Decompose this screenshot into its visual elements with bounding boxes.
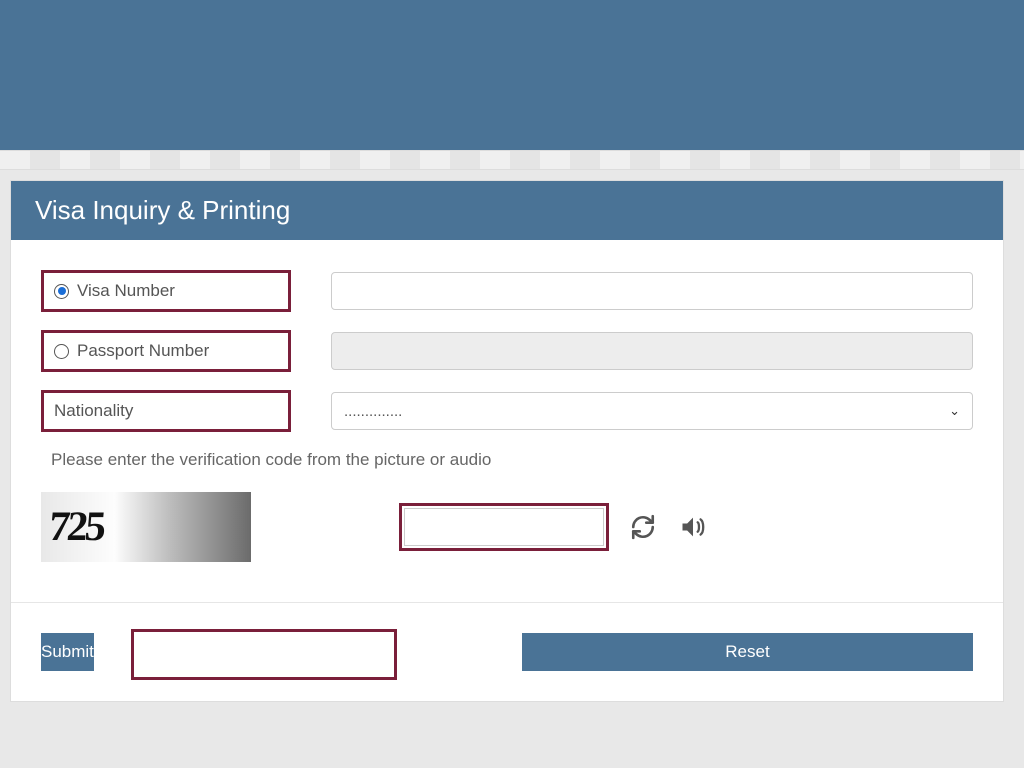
card-body: Visa Number Passport Number Nationality	[11, 240, 1003, 701]
row-passport-number: Passport Number	[41, 330, 973, 372]
refresh-icon	[630, 514, 656, 540]
visa-number-label: Visa Number	[77, 281, 175, 301]
chevron-down-icon: ⌄	[949, 403, 960, 419]
row-visa-number: Visa Number	[41, 270, 973, 312]
nationality-label: Nationality	[54, 401, 133, 421]
visa-number-input[interactable]	[331, 272, 973, 310]
reset-button[interactable]: Reset	[522, 633, 973, 671]
page-wrap: Visa Inquiry & Printing Visa Number Pass…	[0, 170, 1024, 702]
radio-passport-number[interactable]	[54, 344, 69, 359]
radio-visa-number[interactable]	[54, 284, 69, 299]
captcha-input[interactable]	[404, 508, 604, 546]
speaker-icon	[679, 513, 707, 541]
submit-button[interactable]: Submit	[41, 633, 94, 671]
passport-number-field-col	[331, 332, 973, 370]
top-banner	[0, 0, 1024, 150]
passport-number-input	[331, 332, 973, 370]
audio-captcha-button[interactable]	[677, 511, 709, 543]
captcha-instruction: Please enter the verification code from …	[51, 450, 973, 470]
passport-number-option[interactable]: Passport Number	[41, 330, 291, 372]
refresh-captcha-button[interactable]	[627, 511, 659, 543]
nationality-selected-value: ..............	[344, 403, 402, 420]
visa-number-option[interactable]: Visa Number	[41, 270, 291, 312]
captcha-code-shown: 725	[47, 503, 105, 551]
submit-wrap: Submit	[41, 633, 492, 671]
nationality-label-box: Nationality	[41, 390, 291, 432]
captcha-input-highlight	[399, 503, 609, 551]
pattern-strip	[0, 150, 1024, 170]
row-nationality: Nationality .............. ⌄	[41, 390, 973, 432]
visa-number-field-col	[331, 272, 973, 310]
card-title: Visa Inquiry & Printing	[11, 181, 1003, 240]
button-row: Submit Reset	[41, 633, 973, 691]
passport-number-label: Passport Number	[77, 341, 209, 361]
card: Visa Inquiry & Printing Visa Number Pass…	[10, 180, 1004, 702]
nationality-select[interactable]: .............. ⌄	[331, 392, 973, 430]
captcha-row: 725	[41, 492, 973, 562]
divider	[11, 602, 1003, 603]
nationality-field-col: .............. ⌄	[331, 392, 973, 430]
captcha-image: 725	[41, 492, 251, 562]
